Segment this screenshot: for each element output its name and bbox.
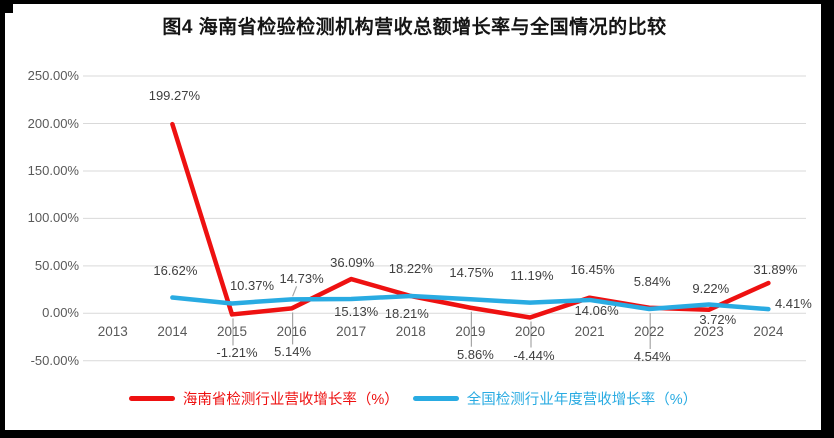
legend-item-national: 全国检测行业年度营收增长率（%） — [412, 388, 698, 409]
data-label: 10.37% — [229, 278, 275, 294]
x-tick-label: 2016 — [276, 324, 307, 339]
scan-border-corner-blob — [5, 4, 13, 13]
y-tick-label: 100.00% — [27, 210, 79, 226]
x-tick-label: 2020 — [514, 324, 546, 339]
legend-label-national: 全国检测行业年度营收增长率（%） — [466, 391, 698, 408]
data-label: 15.13% — [334, 303, 379, 319]
data-label: 5.84% — [633, 273, 671, 289]
data-label: 199.27% — [148, 88, 201, 104]
data-label: 31.89% — [753, 262, 798, 278]
data-label: 18.22% — [388, 261, 433, 276]
data-label: 14.73% — [279, 271, 324, 287]
scan-border-right — [821, 0, 834, 438]
data-label: 14.75% — [449, 265, 494, 281]
y-tick-label: 150.00% — [27, 162, 79, 178]
data-label: 16.45% — [570, 261, 615, 277]
scan-border-left — [0, 0, 5, 438]
x-tick-label: 2018 — [395, 324, 426, 339]
data-label: 16.62% — [153, 262, 198, 278]
data-label: 11.19% — [510, 267, 554, 283]
y-tick-label: 250.00% — [27, 68, 79, 84]
x-tick-label: 2024 — [753, 324, 784, 339]
x-tick-label: 2013 — [97, 324, 128, 339]
chart-title: 图4 海南省检验检测机构营收总额增长率与全国情况的比较 — [162, 17, 667, 38]
scan-border-top — [0, 0, 834, 4]
data-label: 14.06% — [574, 302, 619, 318]
data-label: 4.41% — [774, 296, 812, 312]
chart-legend: 海南省检测行业营收增长率（%） 全国检测行业年度营收增长率（%） — [5, 387, 821, 409]
x-tick-label: 2019 — [455, 324, 486, 339]
data-label: -4.44% — [513, 347, 555, 363]
x-tick-label: 2022 — [634, 324, 665, 339]
national-series-swatch — [412, 395, 459, 401]
x-tick-label: 2014 — [157, 324, 188, 339]
x-tick-label: 2021 — [574, 324, 605, 339]
legend-label-hainan: 海南省检测行业营收增长率（%） — [182, 391, 399, 408]
x-tick-label: 2015 — [216, 324, 248, 339]
data-label: 5.86% — [456, 346, 494, 362]
legend-item-hainan: 海南省检测行业营收增长率（%） — [128, 388, 399, 409]
data-label: 4.54% — [633, 348, 671, 364]
y-tick-label: 0.00% — [42, 305, 79, 321]
data-label: -1.21% — [216, 345, 258, 361]
x-tick-label: 2023 — [693, 324, 724, 339]
data-label: 36.09% — [330, 255, 375, 271]
data-label: 18.21% — [384, 306, 429, 322]
data-label: 3.72% — [699, 311, 737, 327]
scan-border-bottom — [0, 430, 834, 438]
y-tick-label: 50.00% — [34, 257, 79, 273]
data-label: 5.14% — [274, 344, 312, 360]
data-label: 9.22% — [692, 280, 730, 296]
hainan-series-swatch — [128, 395, 175, 401]
x-tick-label: 2017 — [336, 324, 367, 339]
y-tick-label: -50.00% — [30, 352, 79, 368]
national-series-line — [170, 293, 771, 312]
y-tick-label: 200.00% — [27, 115, 79, 131]
